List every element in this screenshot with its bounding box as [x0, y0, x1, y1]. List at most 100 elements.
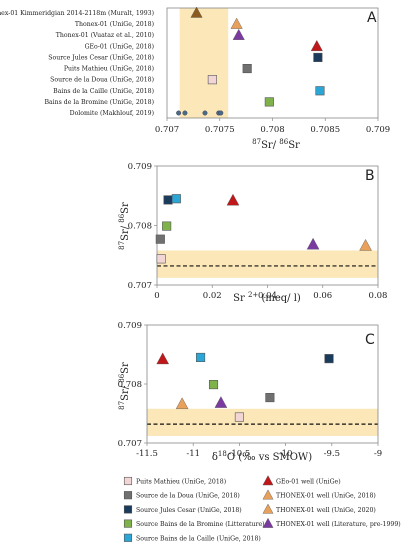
- panel-c-x-tick-label: -9.5: [324, 449, 340, 459]
- legend: Puits Mathieu (UniGe, 2018) GEo-01 well (…: [123, 475, 401, 542]
- legend-marker: [262, 517, 274, 528]
- panel-c-x-tick-label: -10: [279, 449, 293, 459]
- legend-label: THONEX-01 well (UniGe, 2020): [276, 507, 376, 514]
- panel-a: Thonex-01 Kimmeridgian 2014-2118m (Mural…: [0, 6, 390, 151]
- panel-a-point: [182, 110, 188, 116]
- panel-b-point: [156, 254, 166, 264]
- panel-b-x-tick-label: 0.04: [258, 291, 277, 301]
- panel-c-xlabel: δ18O (‰ vs SMOW): [212, 450, 312, 463]
- panel-a-point: [315, 86, 325, 96]
- panel-a-row-label: Dolomite (Makhlouf, 2019): [70, 110, 154, 117]
- legend-label: GEo-01 well (UniGe): [276, 479, 341, 486]
- legend-marker: [262, 503, 274, 514]
- legend-marker: [123, 519, 133, 528]
- legend-label: THONEX-01 well (Literature, pre-1999): [276, 521, 401, 528]
- legend-label: Source de la Doua (UniGe, 2018): [136, 493, 240, 500]
- panel-b-x-tick-label: 0.08: [369, 291, 388, 301]
- panel-c-point: [234, 412, 244, 422]
- panel-a-point: [190, 6, 203, 18]
- panel-c-point: [324, 354, 334, 364]
- panel-a-point: [207, 75, 217, 85]
- panel-c-point: [156, 352, 170, 365]
- panel-a-row-label: Source de la Doua (UniGe, 2018): [50, 77, 154, 84]
- panel-a-row-label: Puits Mathieu (UniGe, 2018): [64, 66, 154, 73]
- panel-c-x-tick-label: -11: [186, 449, 200, 459]
- panel-c-letter: C: [365, 332, 375, 348]
- legend-marker: [123, 491, 133, 500]
- panel-c-x-tick-label: -9: [374, 449, 382, 459]
- panel-a-row-label: Thonex-01 Kimmeridgian 2014-2118m (Mural…: [0, 10, 154, 17]
- panel-a-x-ticks: 0.707 0.7075 0.708 0.7085 0.709: [155, 118, 390, 135]
- panel-a-x-tick-label: 0.7085: [310, 125, 340, 135]
- panel-b-reference-band: [157, 250, 378, 278]
- legend-label: Source Jules Cesar (UniGe, 2018): [136, 507, 242, 514]
- panel-c-point: [265, 393, 275, 403]
- legend-label: THONEX-01 well (UniGe, 2018): [276, 493, 376, 500]
- panel-b-xlabel: Sr 2+ (meq/ l): [233, 291, 301, 304]
- panel-a-x-tick-label: 0.707: [155, 125, 179, 135]
- legend-label: Source Bains de la Bromine (Litterature): [136, 521, 265, 528]
- panel-b: 0 0.02 0.04 0.06 0.08 0.707 0.708 0.709 B Sr 2+…: [118, 162, 387, 304]
- panel-b-x-tick-label: 0.02: [203, 291, 222, 301]
- panel-a-letter: A: [367, 10, 377, 26]
- panel-a-reference-band: [179, 8, 229, 118]
- legend-label: Source Bains de la Caille (UniGe, 2018): [136, 535, 261, 542]
- panel-b-point: [163, 195, 173, 205]
- panel-b-y-tick-label: 0.709: [128, 162, 152, 172]
- panel-a-point: [232, 28, 245, 40]
- panel-c-y-tick-label: 0.709: [118, 321, 142, 331]
- panel-c-point: [208, 380, 219, 390]
- panel-b-point: [359, 239, 372, 251]
- legend-label: Puits Mathieu (UniGe, 2018): [136, 479, 226, 486]
- panel-b-letter: B: [365, 168, 375, 184]
- panel-b-points: [155, 193, 372, 264]
- panel-a-point: [242, 64, 252, 74]
- panel-a-row-label: Bains de la Bromine (UniGe, 2018): [44, 99, 154, 106]
- panel-b-x-tick-label: 0: [154, 291, 159, 301]
- panel-c-y-tick-label: 0.707: [118, 439, 142, 449]
- panel-c-x-tick-label: -10.5: [228, 449, 250, 459]
- panel-a-point: [313, 52, 323, 62]
- panel-c-x-tick-label: -11.5: [136, 449, 158, 459]
- panel-a-point: [202, 110, 208, 116]
- panel-b-point: [155, 234, 165, 244]
- panel-a-row-label: Source Jules Cesar (UniGe, 2018): [48, 54, 154, 61]
- panel-a-row-label: GEo-01 (UniGe, 2018): [85, 43, 154, 50]
- legend-marker: [123, 505, 133, 514]
- panel-c-point: [196, 352, 206, 363]
- panel-a-point: [310, 39, 323, 52]
- legend-marker: [123, 476, 133, 486]
- legend-marker: [262, 489, 274, 500]
- panel-a-row-label: Thonex-01 (UniGe, 2018): [75, 21, 154, 28]
- panel-b-point: [226, 193, 240, 206]
- panel-a-x-tick-label: 0.7075: [205, 125, 235, 135]
- panel-a-row-label: Thonex-01 (Vuataz et al., 2010): [56, 32, 154, 39]
- panel-a-rows: Thonex-01 Kimmeridgian 2014-2118m (Mural…: [0, 6, 325, 117]
- panel-c-point: [175, 397, 189, 409]
- panel-c-ticks: -11.5 -11 -10.5 -10 -9.5 -9 0.707 0.708 0.709: [118, 321, 382, 459]
- panel-b-point: [162, 221, 172, 231]
- legend-marker: [262, 475, 274, 486]
- panel-b-y-tick-label: 0.708: [128, 222, 152, 232]
- panel-c-point: [214, 396, 228, 408]
- panel-a-row-label: Bains de la Caille (UniGe, 2018): [53, 88, 154, 95]
- panel-c-y-tick-label: 0.708: [118, 380, 142, 390]
- panel-a-x-tick-label: 0.708: [260, 125, 284, 135]
- panel-a-point: [230, 17, 243, 29]
- panel-a-point: [264, 97, 274, 107]
- panel-a-xlabel: 87Sr/ 86Sr: [252, 138, 300, 151]
- panel-a-x-tick-label: 0.709: [366, 125, 390, 135]
- legend-marker: [123, 533, 133, 542]
- panel-c-reference-band: [147, 408, 378, 436]
- panel-c-ylabel: 87Sr/ 86Sr: [118, 362, 131, 410]
- panel-a-point: [218, 110, 224, 116]
- panel-b-point: [306, 237, 320, 250]
- panel-b-x-tick-label: 0.06: [313, 291, 332, 301]
- panel-b-point: [171, 194, 181, 204]
- panel-a-point: [176, 110, 182, 116]
- panel-b-ylabel: 87Sr/ 86Sr: [118, 202, 131, 250]
- panel-b-ticks: 0 0.02 0.04 0.06 0.08 0.707 0.708 0.709: [128, 162, 388, 301]
- panel-b-y-tick-label: 0.707: [128, 281, 152, 291]
